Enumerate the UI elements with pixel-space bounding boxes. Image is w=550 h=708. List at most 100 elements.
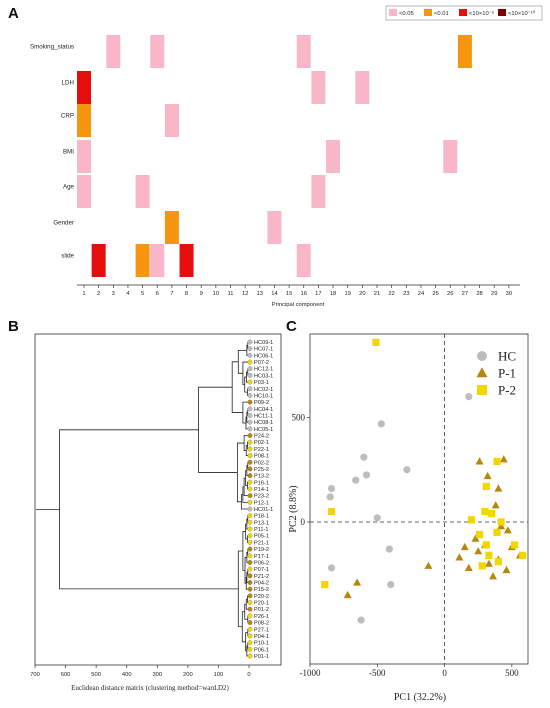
leaf-label: HC10-1 [254,393,273,399]
heatmap-x-tick-label: 30 [506,291,512,297]
pca-x-tick-label: 0 [442,668,447,678]
heatmap-cell [77,104,91,137]
heatmap-x-tick-label: 21 [374,291,380,297]
heatmap-row-label: Smoking_status [30,44,74,51]
pca-point-p-2 [519,551,527,559]
leaf-marker [247,433,253,438]
pca-point-p-1 [494,484,503,492]
leaf-marker [247,439,253,445]
leaf-marker [247,580,253,585]
leaf-label: P14-1 [254,487,269,493]
leaf-marker [247,646,253,652]
panel-c-label: C [286,318,297,335]
pca-x-label: PC1 (32.2%) [394,692,446,703]
heatmap-x-tick-label: 27 [462,291,468,297]
dendrogram-x-tick-label: 200 [183,672,193,678]
leaf-label: P21-2 [254,574,269,580]
leaf-marker [247,392,253,398]
leaf-label: P16-1 [254,480,269,486]
heatmap-x-tick-label: 4 [126,291,130,297]
leaf-marker [247,419,253,425]
legend-swatch-p01 [424,9,432,16]
pca-point-p-1 [343,590,352,599]
leaf-marker [247,573,253,579]
dendrogram-link [243,477,249,497]
leaf-marker [247,600,253,606]
pca-point-p-2 [467,516,476,524]
pca-point-p-2 [327,507,336,516]
pca-point-p-2 [475,530,484,539]
leaf-marker [247,519,253,525]
leaf-marker [247,546,253,552]
heatmap-row-label: Gender [53,220,74,227]
pca-legend-marker-hc [477,351,487,361]
leaf-marker [247,620,253,626]
legend-swatch-p05 [389,9,397,16]
leaf-marker [247,593,253,599]
leaf-marker [247,399,253,405]
leaf-label: P07-2 [254,360,269,366]
heatmap-x-tick-label: 16 [301,291,307,297]
pca-point-p-1 [475,457,484,465]
heatmap-cell [135,244,150,277]
heatmap-row-label: BMI [63,149,74,156]
dendrogram-x-tick-label: 300 [152,672,162,678]
legend-swatch-p1e10 [498,9,506,16]
heatmap-cell [326,140,341,173]
heatmap-x-tick-label: 6 [156,291,159,297]
leaf-label: P06-2 [254,560,269,566]
leaf-label: P17-1 [254,554,269,560]
pca-point-hc [360,453,368,461]
leaf-marker [247,379,253,385]
leaf-marker [247,406,253,412]
heatmap-row-label: LDH [62,80,74,87]
leaf-label: P03-1 [254,380,269,386]
heatmap-cell [164,211,179,244]
leaf-label: HC07-1 [254,347,273,353]
dendrogram-link [242,486,249,503]
pca-y-tick-label: 0 [301,517,306,527]
dendrogram-x-tick-label: 700 [30,672,40,678]
leaf-label: P19-2 [254,547,269,553]
pca-point-hc [403,466,411,474]
heatmap-x-tick-label: 7 [170,291,173,297]
leaf-marker [247,372,253,378]
heatmap-x-tick-label: 20 [359,291,365,297]
heatmap-cell [296,35,311,68]
dendrogram-links [36,341,249,657]
heatmap-cell [77,140,91,173]
dendrogram-link [198,386,238,473]
dendrogram-link [245,416,249,430]
pca-point-p-1 [353,578,362,586]
leaf-label: HC12-1 [254,367,273,373]
leaf-marker [247,560,253,565]
pca-ticks: -1000 -500 0 500 500 0 [292,413,520,678]
pca-legend-marker-p-1 [476,367,488,378]
pca-point-hc [327,484,336,493]
leaf-label: HC09-1 [254,340,273,346]
dendrogram-x-tick-label: 400 [122,672,132,678]
leaf-marker [247,453,253,459]
dendrogram-link [242,361,249,385]
leaf-label: P18-1 [254,514,269,520]
pca-point-hc [357,616,365,624]
leaf-marker [247,486,253,492]
heatmap-cell [355,71,370,104]
leaf-label: P20-2 [254,594,269,600]
heatmap-x-tick-label: 3 [112,291,115,297]
leaf-label: P04-2 [254,581,269,587]
leaf-label: P02-2 [254,460,269,466]
pca-x-tick-label: -500 [369,668,386,678]
leaf-label: P08-2 [254,621,269,627]
heatmap-x-tick-label: 24 [418,291,425,297]
leaf-label: P11-1 [254,527,269,533]
leaf-label: HC01-1 [254,507,273,513]
leaf-marker [247,346,253,352]
dendrogram-link [244,376,248,393]
pca-point-p-2 [493,457,501,466]
pca-point-hc [326,493,334,501]
pca-panel: -1000 -500 0 500 500 0 HC P-1 P-2 PC1 (32.2%) P… [288,333,529,703]
leaf-label: P07-1 [254,567,269,573]
heatmap-row-label: CRP [61,113,74,120]
leaf-marker [247,586,253,592]
